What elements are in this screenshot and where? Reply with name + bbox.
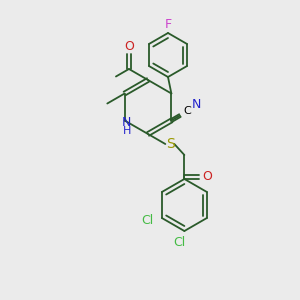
Text: N: N [122, 116, 131, 129]
Text: F: F [164, 19, 172, 32]
Text: C: C [183, 106, 191, 116]
Text: N: N [192, 98, 201, 111]
Text: H: H [122, 127, 131, 136]
Text: Cl: Cl [142, 214, 154, 227]
Text: O: O [202, 170, 212, 184]
Text: O: O [124, 40, 134, 52]
Text: Cl: Cl [173, 236, 185, 250]
Text: S: S [166, 137, 175, 151]
